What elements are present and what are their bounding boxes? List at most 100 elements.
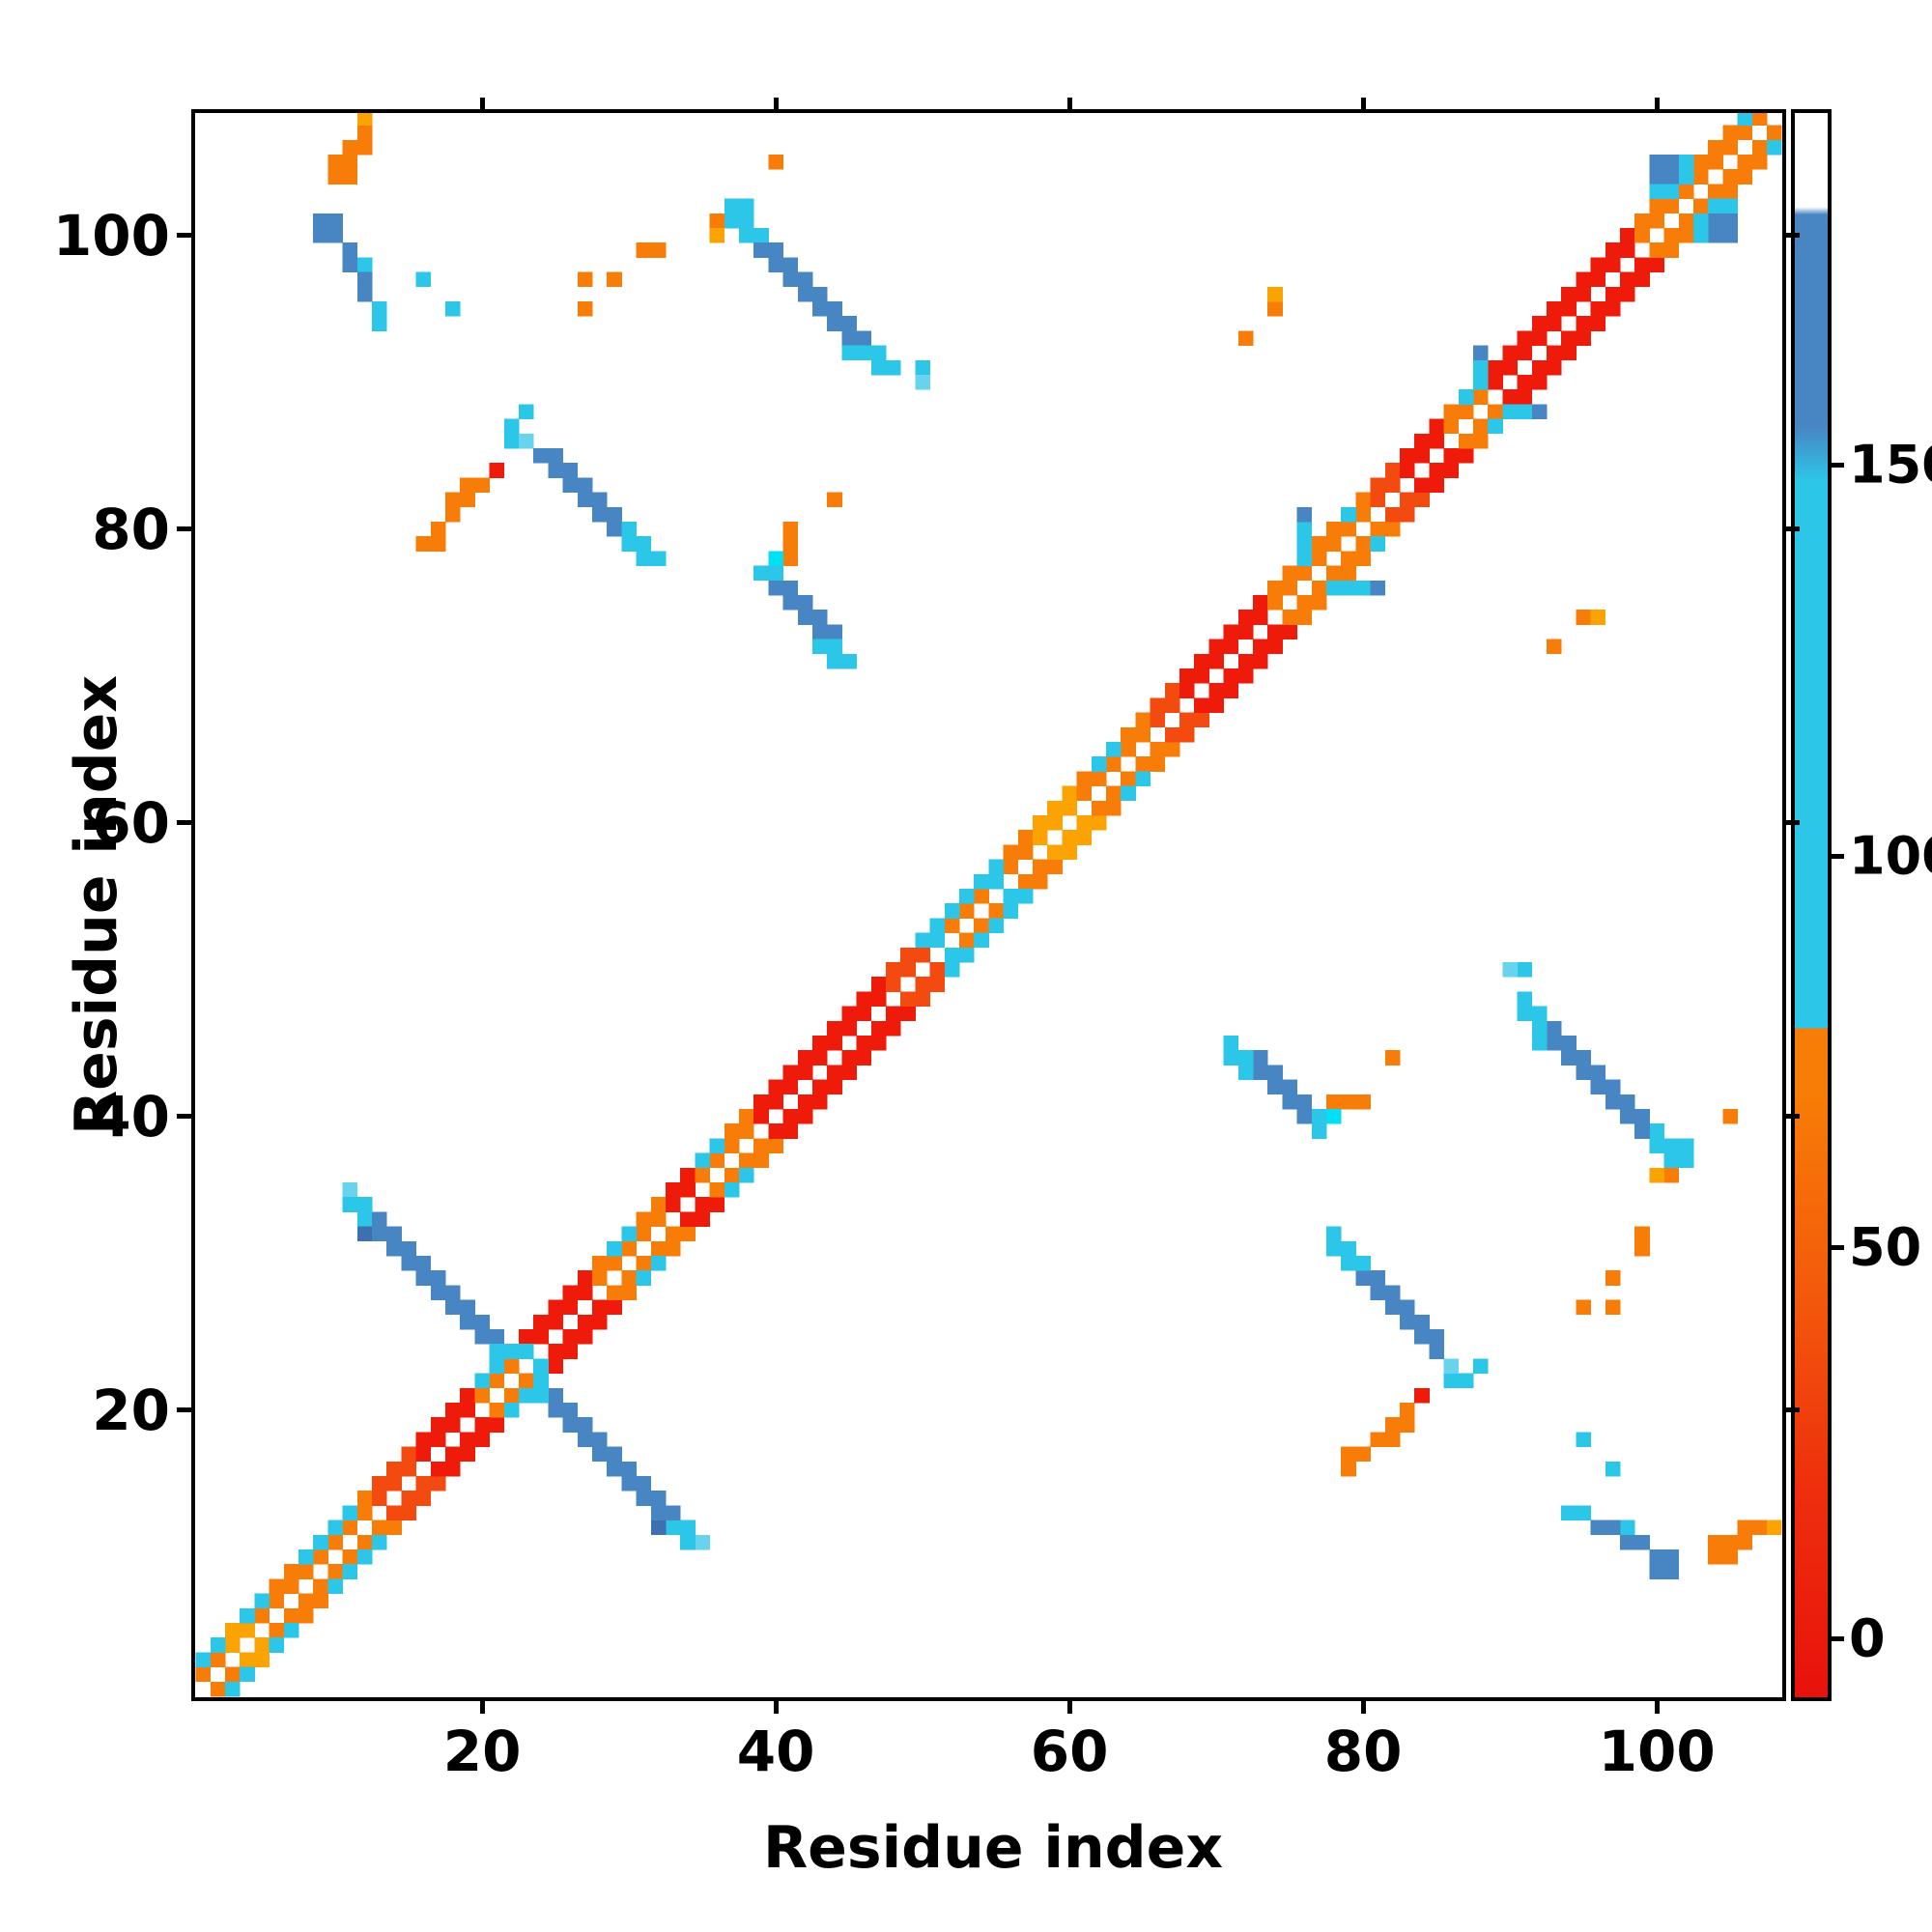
heatmap-cell bbox=[1576, 610, 1591, 625]
heatmap-cell bbox=[1326, 565, 1342, 582]
heatmap-cell bbox=[1414, 1387, 1430, 1404]
heatmap-cell bbox=[1282, 1079, 1297, 1095]
heatmap-cell bbox=[1547, 316, 1562, 331]
heatmap-cell bbox=[1341, 522, 1356, 537]
heatmap-cell bbox=[445, 1285, 461, 1300]
y-tick-label: 100 bbox=[52, 202, 170, 269]
heatmap-cell bbox=[1547, 301, 1562, 317]
heatmap-cell bbox=[503, 418, 520, 435]
heatmap-cell bbox=[1033, 830, 1048, 845]
heatmap-cell bbox=[489, 1403, 505, 1418]
heatmap-cell bbox=[1502, 389, 1518, 405]
heatmap-cell bbox=[548, 1403, 563, 1418]
heatmap-cell bbox=[1267, 580, 1283, 596]
colorbar-tick bbox=[1832, 1635, 1844, 1641]
heatmap-cell bbox=[1341, 1256, 1356, 1271]
heatmap-cell bbox=[460, 1446, 475, 1463]
heatmap-cell bbox=[372, 1534, 387, 1550]
heatmap-cell bbox=[562, 1344, 579, 1359]
heatmap-cell bbox=[1576, 286, 1591, 302]
heatmap-cell bbox=[709, 1197, 725, 1212]
heatmap-cell bbox=[812, 1094, 828, 1110]
heatmap-cell bbox=[1370, 492, 1386, 508]
heatmap-cell bbox=[1194, 712, 1209, 728]
heatmap-cell bbox=[195, 1666, 212, 1683]
heatmap-cell bbox=[1634, 271, 1650, 288]
heatmap-cell bbox=[1017, 889, 1034, 904]
heatmap-cell bbox=[753, 565, 769, 582]
heatmap-cell bbox=[327, 1578, 343, 1594]
heatmap-cell bbox=[313, 228, 328, 243]
heatmap-cell bbox=[797, 271, 813, 288]
heatmap-cell bbox=[548, 1299, 563, 1316]
heatmap-cell bbox=[269, 1593, 285, 1609]
heatmap-cell bbox=[533, 1387, 549, 1404]
heatmap-cell bbox=[607, 1256, 622, 1271]
heatmap-cell bbox=[1649, 1138, 1664, 1153]
heatmap-cell bbox=[1531, 1020, 1548, 1037]
heatmap-cell bbox=[1400, 1403, 1415, 1418]
heatmap-cell bbox=[650, 1491, 667, 1506]
x-tick-label: 60 bbox=[1030, 1719, 1109, 1784]
heatmap-cell bbox=[680, 1211, 696, 1227]
heatmap-cell bbox=[1208, 697, 1224, 713]
heatmap-cell bbox=[827, 316, 842, 331]
heatmap-cell bbox=[1076, 815, 1093, 831]
heatmap-cell bbox=[1106, 742, 1122, 757]
heatmap-cell bbox=[1605, 301, 1621, 317]
heatmap-cell bbox=[1605, 242, 1621, 258]
heatmap-cell bbox=[1370, 1285, 1386, 1300]
heatmap-cell bbox=[929, 977, 946, 992]
heatmap-cell bbox=[1282, 624, 1297, 639]
heatmap-cell bbox=[327, 169, 343, 185]
heatmap-cell bbox=[621, 522, 637, 537]
heatmap-cell bbox=[460, 1314, 475, 1330]
heatmap-cell bbox=[1150, 697, 1166, 713]
heatmap-cell bbox=[1370, 522, 1386, 537]
heatmap-cell bbox=[841, 1065, 857, 1080]
heatmap-cell bbox=[342, 1549, 358, 1565]
heatmap-cell bbox=[959, 889, 975, 904]
heatmap-cell bbox=[1488, 418, 1503, 435]
heatmap-cell bbox=[1620, 1094, 1635, 1110]
heatmap-cell bbox=[1605, 1094, 1621, 1110]
heatmap-cell bbox=[1106, 756, 1122, 772]
heatmap-cell bbox=[1502, 345, 1518, 361]
heatmap-cell bbox=[680, 1534, 696, 1550]
heatmap-cell bbox=[1237, 330, 1254, 346]
heatmap-cell bbox=[782, 1065, 799, 1080]
heatmap-cell bbox=[1370, 536, 1386, 552]
y-tick-label: 60 bbox=[92, 789, 170, 856]
heatmap-cell bbox=[1384, 1432, 1401, 1447]
heatmap-cell bbox=[474, 1387, 490, 1404]
heatmap-cell bbox=[240, 1666, 255, 1683]
heatmap-cell bbox=[1473, 389, 1489, 405]
heatmap-cell bbox=[1517, 991, 1533, 1007]
heatmap-cell bbox=[870, 991, 887, 1007]
heatmap-cell bbox=[1282, 610, 1297, 625]
heatmap-cell bbox=[1267, 624, 1283, 639]
heatmap-cell bbox=[1531, 1036, 1548, 1051]
heatmap-cell bbox=[225, 1681, 241, 1697]
heatmap-cell bbox=[240, 1652, 255, 1667]
colorbar-tick-label: 0 bbox=[1849, 1607, 1886, 1669]
heatmap-cell bbox=[474, 1432, 490, 1447]
heatmap-cell bbox=[254, 1637, 270, 1653]
heatmap-cell bbox=[1443, 1373, 1460, 1389]
heatmap-cell bbox=[1384, 1299, 1401, 1316]
heatmap-cell bbox=[1267, 301, 1283, 317]
y-tick-label: 40 bbox=[92, 1083, 170, 1150]
heatmap-cell bbox=[915, 932, 930, 949]
heatmap-cell bbox=[195, 1652, 212, 1667]
heatmap-cell bbox=[1296, 610, 1313, 625]
heatmap-cell bbox=[636, 1211, 652, 1227]
heatmap-cell bbox=[1605, 286, 1621, 302]
heatmap-cell bbox=[739, 1109, 754, 1124]
heatmap-cell bbox=[739, 1152, 754, 1169]
heatmap-cell bbox=[666, 1505, 681, 1520]
heatmap-cell bbox=[1355, 506, 1371, 523]
heatmap-cell bbox=[636, 1256, 652, 1271]
heatmap-cell bbox=[782, 536, 799, 552]
x-tick-top bbox=[1654, 98, 1660, 111]
heatmap-cell bbox=[1062, 830, 1077, 845]
